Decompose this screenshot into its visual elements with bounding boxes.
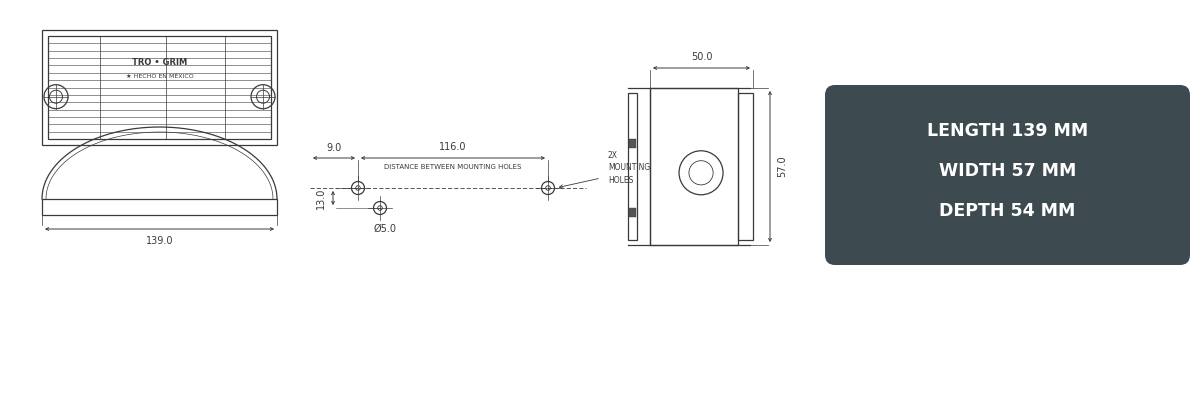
Text: DEPTH 54 MM: DEPTH 54 MM [940, 202, 1075, 220]
Text: 2X
MOUNTING
HOLES: 2X MOUNTING HOLES [608, 151, 650, 185]
Text: DISTANCE BETWEEN MOUNTING HOLES: DISTANCE BETWEEN MOUNTING HOLES [384, 164, 522, 170]
Text: 50.0: 50.0 [691, 52, 713, 62]
Text: LENGTH 139 MM: LENGTH 139 MM [926, 122, 1088, 140]
Text: 116.0: 116.0 [439, 142, 467, 152]
Text: 13.0: 13.0 [316, 187, 326, 209]
Text: 139.0: 139.0 [145, 236, 173, 246]
Text: ★ HECHO EN MÉXICO: ★ HECHO EN MÉXICO [126, 74, 193, 78]
Text: Ø5.0: Ø5.0 [373, 224, 396, 234]
Polygon shape [629, 139, 636, 148]
FancyBboxPatch shape [826, 85, 1190, 265]
Text: TRO • GRIM: TRO • GRIM [132, 58, 187, 67]
Polygon shape [629, 208, 636, 217]
Text: WIDTH 57 MM: WIDTH 57 MM [938, 162, 1076, 180]
Text: 57.0: 57.0 [778, 156, 787, 177]
Text: 9.0: 9.0 [326, 143, 342, 153]
